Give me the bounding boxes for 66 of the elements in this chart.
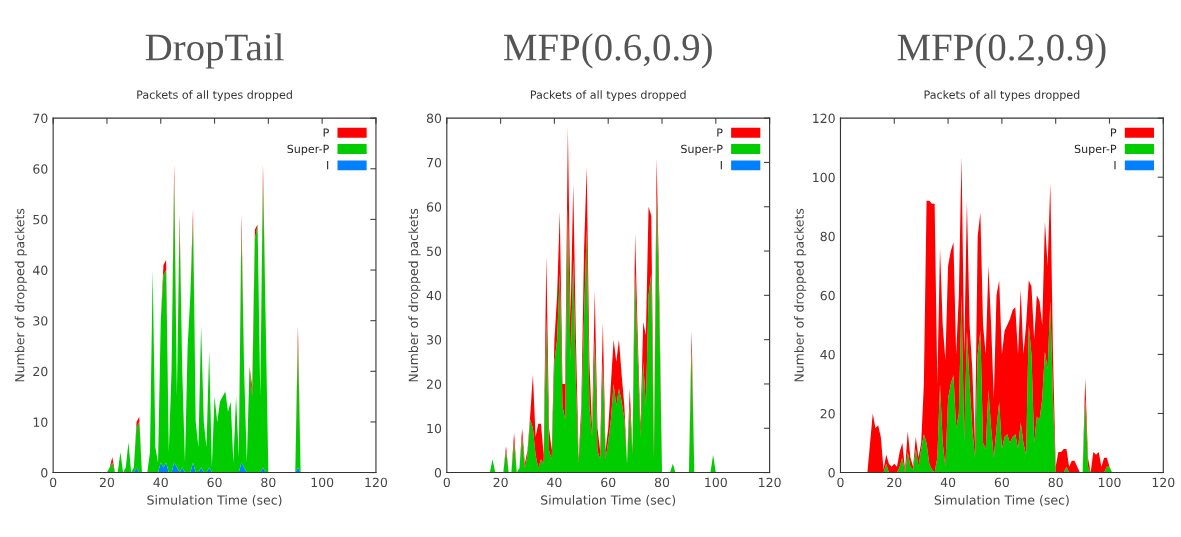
- x-tick-label: 80: [261, 477, 276, 488]
- x-tick-label: 20: [887, 477, 902, 488]
- legend-label: Super-P: [1074, 144, 1117, 156]
- x-axis-title: Simulation Time (sec): [934, 495, 1069, 507]
- y-tick-label: 100: [813, 172, 835, 183]
- legend-label: P: [717, 128, 723, 137]
- x-tick-label: 20: [493, 477, 508, 488]
- chart-title: DropTail: [145, 33, 284, 69]
- y-tick-label: 0: [41, 468, 48, 478]
- y-tick-label: 20: [820, 408, 835, 419]
- y-tick-label: 60: [820, 290, 835, 301]
- x-tick-label: 80: [654, 477, 670, 488]
- x-tick-label: 40: [940, 477, 956, 488]
- x-tick-label: 80: [1048, 477, 1063, 488]
- y-tick-label: 80: [820, 231, 835, 242]
- x-tick-label: 120: [365, 477, 388, 488]
- y-tick-label: 70: [33, 113, 48, 124]
- y-tick-label: 120: [813, 113, 835, 124]
- y-tick-label: 10: [427, 423, 442, 434]
- x-tick-label: 60: [207, 477, 222, 488]
- x-tick-label: 40: [153, 477, 168, 488]
- x-tick-label: 0: [49, 477, 57, 488]
- chart-subtitle: Packets of all types dropped: [924, 90, 1080, 102]
- y-axis-title: Number of dropped packets: [794, 208, 807, 382]
- legend-label: I: [720, 161, 722, 170]
- chart-title: MFP(0.2,0.9): [897, 33, 1106, 69]
- y-tick-label: 50: [427, 246, 442, 256]
- legend-label: I: [327, 161, 329, 170]
- chart-title: MFP(0.6,0.9): [504, 33, 712, 69]
- x-tick-label: 100: [1098, 477, 1121, 488]
- y-axis-title: Number of dropped packets: [408, 208, 421, 382]
- x-tick-label: 0: [837, 477, 844, 488]
- y-tick-label: 30: [33, 316, 48, 326]
- x-tick-label: 60: [601, 477, 616, 488]
- y-tick-label: 20: [426, 379, 442, 389]
- legend-label: P: [1111, 128, 1117, 137]
- x-tick-label: 120: [1152, 477, 1175, 488]
- legend-label: Super-P: [681, 144, 723, 156]
- legend-label: Super-P: [287, 144, 329, 156]
- y-axis-title: Number of dropped packets: [14, 208, 27, 382]
- y-tick-label: 60: [426, 202, 442, 212]
- y-tick-label: 40: [426, 290, 442, 301]
- y-tick-label: 10: [33, 417, 48, 427]
- legend-label: P: [323, 128, 329, 137]
- y-tick-label: 50: [33, 214, 48, 225]
- chart-subtitle: Packets of all types dropped: [530, 90, 686, 102]
- y-tick-label: 70: [427, 157, 442, 168]
- x-tick-label: 100: [311, 477, 334, 488]
- chart-subtitle: Packets of all types dropped: [137, 90, 292, 102]
- y-tick-label: 80: [426, 113, 442, 124]
- y-tick-label: 40: [32, 265, 48, 275]
- x-tick-label: 100: [705, 477, 727, 488]
- x-tick-label: 20: [99, 477, 115, 488]
- x-tick-label: 120: [759, 477, 781, 488]
- y-tick-label: 40: [820, 349, 835, 360]
- x-tick-label: 40: [547, 477, 562, 488]
- x-axis-title: Simulation Time (sec): [147, 495, 282, 507]
- y-tick-label: 60: [33, 164, 48, 174]
- y-tick-label: 0: [828, 468, 835, 478]
- y-tick-label: 30: [427, 335, 442, 345]
- x-tick-label: 0: [443, 477, 450, 488]
- y-tick-label: 20: [33, 366, 48, 377]
- y-tick-label: 0: [434, 468, 442, 478]
- x-axis-title: Simulation Time (sec): [541, 495, 676, 507]
- legend-label: I: [1114, 161, 1116, 170]
- x-tick-label: 60: [994, 477, 1009, 488]
